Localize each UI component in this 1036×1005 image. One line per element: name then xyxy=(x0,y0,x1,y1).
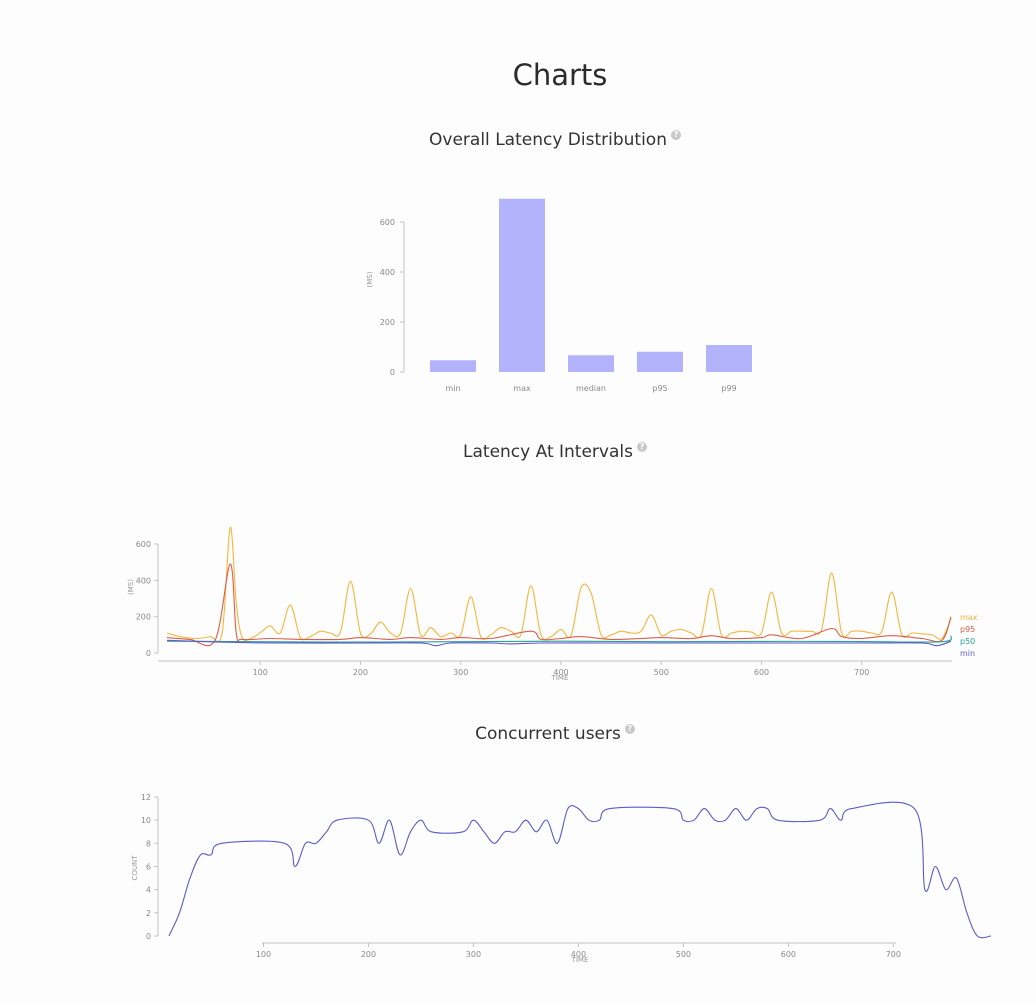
y-axis-label: (MS) xyxy=(127,579,135,595)
x-tick-label: min xyxy=(445,384,460,393)
latency-intervals-title-text: Latency At Intervals xyxy=(463,442,633,462)
concurrent-users-title-text: Concurrent users xyxy=(475,724,621,744)
y-tick-label: 12 xyxy=(141,793,151,802)
y-tick-label: 0 xyxy=(146,932,151,941)
x-tick-label: 100 xyxy=(256,950,271,959)
bar-max xyxy=(499,198,545,372)
x-tick-label: 200 xyxy=(361,950,376,959)
x-tick-label: max xyxy=(513,384,531,393)
y-tick-label: 600 xyxy=(136,540,151,549)
help-icon[interactable]: ? xyxy=(624,724,635,734)
series-line-p95 xyxy=(166,563,952,647)
bar-median xyxy=(568,355,614,372)
y-tick-label: 200 xyxy=(380,318,395,327)
y-tick-label: 8 xyxy=(146,839,151,848)
legend-item-min: min xyxy=(960,649,975,658)
x-tick-label: 400 xyxy=(571,950,586,959)
page-title: Charts xyxy=(512,58,608,92)
y-tick-label: 4 xyxy=(146,886,151,895)
y-tick-label: 2 xyxy=(146,909,151,918)
series-line-min xyxy=(166,639,952,647)
y-tick-label: 6 xyxy=(146,863,151,872)
series-line-p50 xyxy=(166,635,953,643)
concurrent-users-title: Concurrent users? xyxy=(0,724,1036,744)
legend-item-max: max xyxy=(960,613,978,622)
y-axis-label: (MS) xyxy=(366,271,374,287)
latency-distribution-title: Overall Latency Distribution? xyxy=(0,130,1036,150)
x-tick-label: median xyxy=(576,384,606,393)
x-tick-label: 500 xyxy=(676,950,691,959)
bar-min xyxy=(430,360,476,372)
legend-item-p95: p95 xyxy=(960,625,975,634)
x-tick-label: 600 xyxy=(754,668,769,677)
x-tick-label: 300 xyxy=(466,950,481,959)
x-tick-label: p95 xyxy=(652,384,667,393)
legend-item-p50: p50 xyxy=(960,637,975,646)
x-tick-label: 200 xyxy=(353,668,368,677)
x-tick-label: 400 xyxy=(553,668,568,677)
series-line-users xyxy=(168,801,992,939)
help-icon[interactable]: ? xyxy=(636,442,647,452)
x-tick-label: 600 xyxy=(781,950,796,959)
y-tick-label: 0 xyxy=(390,368,395,377)
y-tick-label: 200 xyxy=(136,613,151,622)
x-tick-label: 700 xyxy=(854,668,869,677)
y-tick-label: 400 xyxy=(380,268,395,277)
y-tick-label: 400 xyxy=(136,576,151,585)
y-tick-label: 10 xyxy=(141,816,151,825)
latency-intervals-title: Latency At Intervals? xyxy=(0,442,1036,462)
x-tick-label: 300 xyxy=(453,668,468,677)
bar-p99 xyxy=(706,345,752,372)
y-tick-label: 600 xyxy=(380,218,395,227)
x-tick-label: 500 xyxy=(654,668,669,677)
y-tick-label: 0 xyxy=(146,649,151,658)
x-tick-label: 700 xyxy=(886,950,901,959)
help-icon[interactable]: ? xyxy=(670,130,681,140)
x-axis-label: TIME xyxy=(551,674,569,682)
x-axis-label: TIME xyxy=(571,956,589,964)
latency-distribution-title-text: Overall Latency Distribution xyxy=(429,130,667,150)
y-axis-label: COUNT xyxy=(131,855,139,881)
bar-p95 xyxy=(637,351,683,372)
x-tick-label: p99 xyxy=(721,384,736,393)
series-line-max xyxy=(166,527,952,643)
x-tick-label: 100 xyxy=(253,668,268,677)
